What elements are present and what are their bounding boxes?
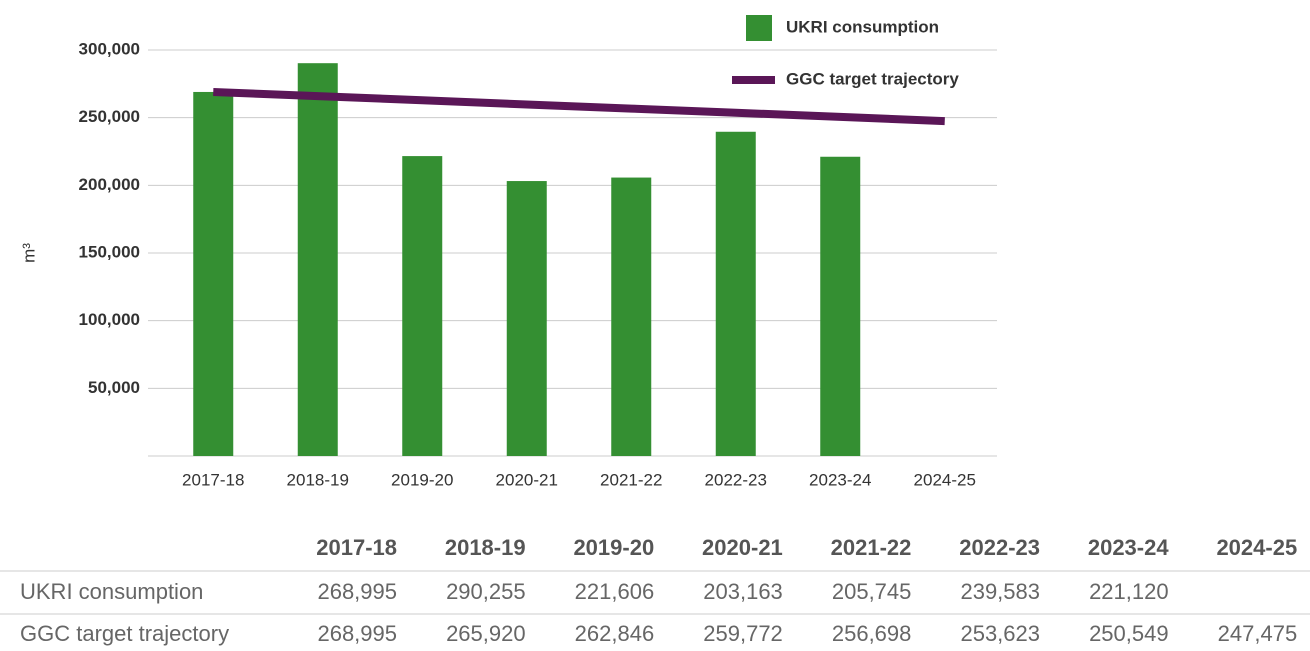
table-cell: 256,698 [832,621,912,646]
x-tick-label: 2023-24 [809,470,871,489]
table-cell: 205,745 [832,579,912,604]
bar [820,156,861,457]
table-header: 2018-19 [445,535,526,560]
y-tick-label: 300,000 [79,39,140,58]
table-cell: 253,623 [960,621,1040,646]
table-header: 2017-18 [316,535,397,560]
table-row-label: UKRI consumption [20,579,203,604]
table-cell: 221,606 [575,579,655,604]
table-header: 2020-21 [702,535,783,560]
bar [402,156,443,457]
y-tick-label: 250,000 [79,107,140,126]
x-tick-label: 2024-25 [914,470,976,489]
table-cell: 262,846 [575,621,655,646]
table-row-label: GGC target trajectory [20,621,229,646]
table-header: 2023-24 [1088,535,1170,560]
legend-label: UKRI consumption [786,17,939,36]
y-tick-label: 200,000 [79,175,140,194]
bar [193,91,234,457]
legend-label: GGC target trajectory [786,69,959,88]
table-cell: 265,920 [446,621,526,646]
y-tick-label: 150,000 [79,242,140,261]
legend-swatch [746,15,772,41]
table-header: 2024-25 [1216,535,1297,560]
x-tick-label: 2020-21 [496,470,558,489]
bar [506,181,547,456]
table-cell: 239,583 [960,579,1040,604]
table-cell: 247,475 [1218,621,1298,646]
table-cell: 259,772 [703,621,783,646]
x-tick-label: 2022-23 [705,470,767,489]
y-axis-label: m³ [19,243,38,263]
table-cell: 268,995 [317,579,397,604]
line [213,87,945,126]
table-header: 2022-23 [959,535,1040,560]
table-cell: 268,995 [317,621,397,646]
table-cell: 290,255 [446,579,526,604]
bar [297,63,338,456]
table-cell: 221,120 [1089,579,1169,604]
y-tick-label: 100,000 [79,310,140,329]
x-tick-label: 2021-22 [600,470,662,489]
table-header: 2019-20 [573,535,654,560]
bar [715,131,756,456]
x-tick-label: 2017-18 [182,470,244,489]
table-header: 2021-22 [831,535,912,560]
x-tick-label: 2018-19 [287,470,349,489]
y-tick-label: 50,000 [88,378,140,397]
table-cell: 250,549 [1089,621,1169,646]
table-cell: 203,163 [703,579,783,604]
x-tick-label: 2019-20 [391,470,453,489]
bar [611,177,652,457]
